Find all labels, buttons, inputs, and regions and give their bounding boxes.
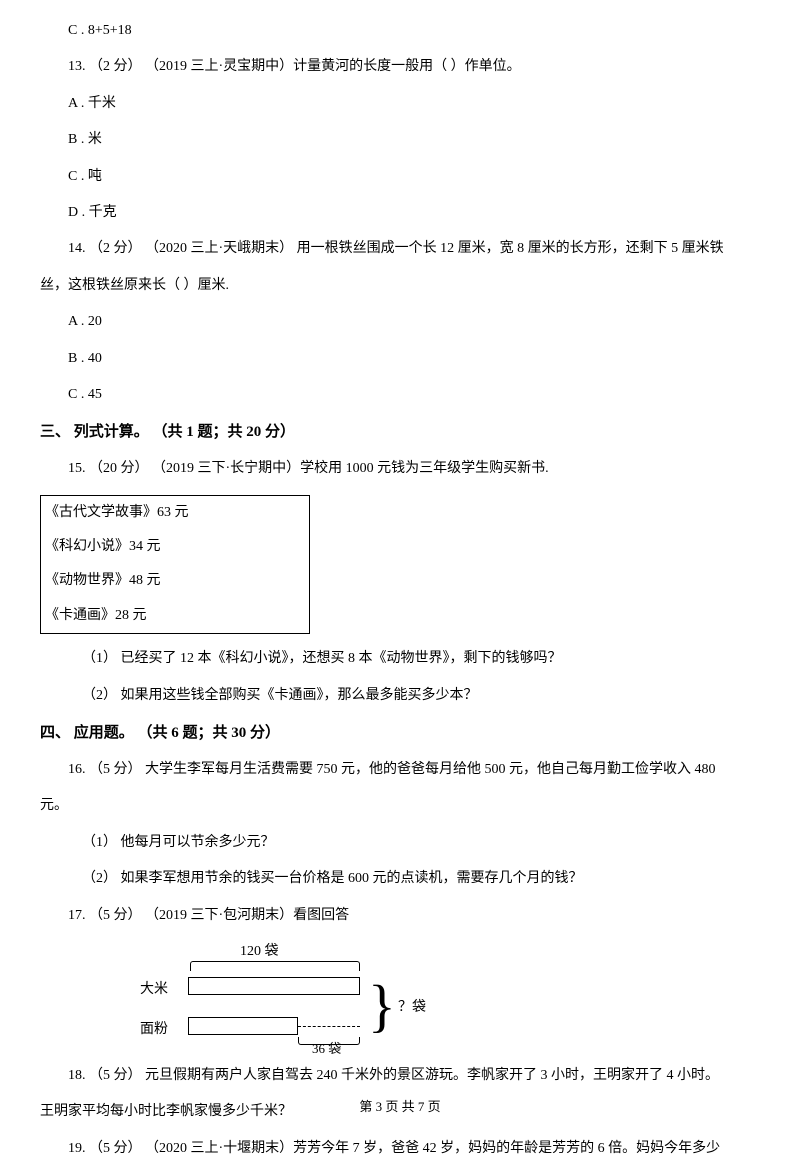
q16-sub1: （1） 他每月可以节余多少元？ bbox=[40, 832, 760, 854]
diagram-label-flour: 面粉 bbox=[140, 1019, 168, 1041]
q16-stem-1: 16. （5 分） 大学生李军每月生活费需要 750 元，他的爸爸每月给他 50… bbox=[40, 759, 760, 781]
q15-sub2: （2） 如果用这些钱全部购买《卡通画》，那么最多能买多少本？ bbox=[40, 685, 760, 707]
q18-stem-1: 18. （5 分） 元旦假期有两户人家自驾去 240 千米外的景区游玩。李帆家开… bbox=[40, 1065, 760, 1087]
diagram-bar-flour bbox=[188, 1017, 298, 1035]
q13-option-a: A . 千米 bbox=[40, 93, 760, 115]
q14-stem-1: 14. （2 分） （2020 三上·天峨期末） 用一根铁丝围成一个长 12 厘… bbox=[40, 238, 760, 260]
section-4-header: 四、 应用题。 （共 6 题；共 30 分） bbox=[40, 721, 760, 745]
section-3-header: 三、 列式计算。 （共 1 题；共 20 分） bbox=[40, 420, 760, 444]
q16-sub2: （2） 如果李军想用节余的钱买一台价格是 600 元的点读机，需要存几个月的钱？ bbox=[40, 868, 760, 890]
diagram-label-rice: 大米 bbox=[140, 979, 168, 1001]
book-3: 《动物世界》48 元 bbox=[45, 570, 305, 592]
q14-option-c: C . 45 bbox=[40, 384, 760, 406]
book-2: 《科幻小说》34 元 bbox=[45, 536, 305, 558]
q13-option-c: C . 吨 bbox=[40, 166, 760, 188]
q16-stem-2: 元。 bbox=[40, 795, 760, 817]
q13-stem: 13. （2 分） （2019 三上·灵宝期中）计量黄河的长度一般用（ ）作单位… bbox=[40, 56, 760, 78]
diagram-curly-brace: } bbox=[368, 977, 396, 1035]
diagram-bracket-top bbox=[190, 961, 360, 971]
q15-stem: 15. （20 分） （2019 三下·长宁期中）学校用 1000 元钱为三年级… bbox=[40, 458, 760, 480]
diagram-dashed-line bbox=[298, 1026, 360, 1027]
q12-option-c: C . 8+5+18 bbox=[40, 20, 760, 42]
diagram-label-36: 36 袋 bbox=[312, 1039, 341, 1060]
diagram-bar-rice bbox=[188, 977, 360, 995]
price-box: 《古代文学故事》63 元 《科幻小说》34 元 《动物世界》48 元 《卡通画》… bbox=[40, 495, 310, 635]
q15-sub1: （1） 已经买了 12 本《科幻小说》，还想买 8 本《动物世界》，剩下的钱够吗… bbox=[40, 648, 760, 670]
q17-stem: 17. （5 分） （2019 三下·包河期末）看图回答 bbox=[40, 905, 760, 927]
book-1: 《古代文学故事》63 元 bbox=[45, 502, 305, 524]
book-4: 《卡通画》28 元 bbox=[45, 605, 305, 627]
q14-option-a: A . 20 bbox=[40, 311, 760, 333]
q19-stem: 19. （5 分） （2020 三上·十堰期末）芳芳今年 7 岁，爸爸 42 岁… bbox=[40, 1138, 760, 1160]
bar-diagram: 120 袋 大米 面粉 36 袋 } ？袋 bbox=[140, 941, 480, 1051]
page-footer: 第 3 页 共 7 页 bbox=[0, 1097, 800, 1118]
q13-option-d: D . 千克 bbox=[40, 202, 760, 224]
q14-option-b: B . 40 bbox=[40, 348, 760, 370]
diagram-label-question: ？袋 bbox=[398, 997, 426, 1019]
q13-option-b: B . 米 bbox=[40, 129, 760, 151]
q14-stem-2: 丝，这根铁丝原来长（ ）厘米. bbox=[40, 275, 760, 297]
